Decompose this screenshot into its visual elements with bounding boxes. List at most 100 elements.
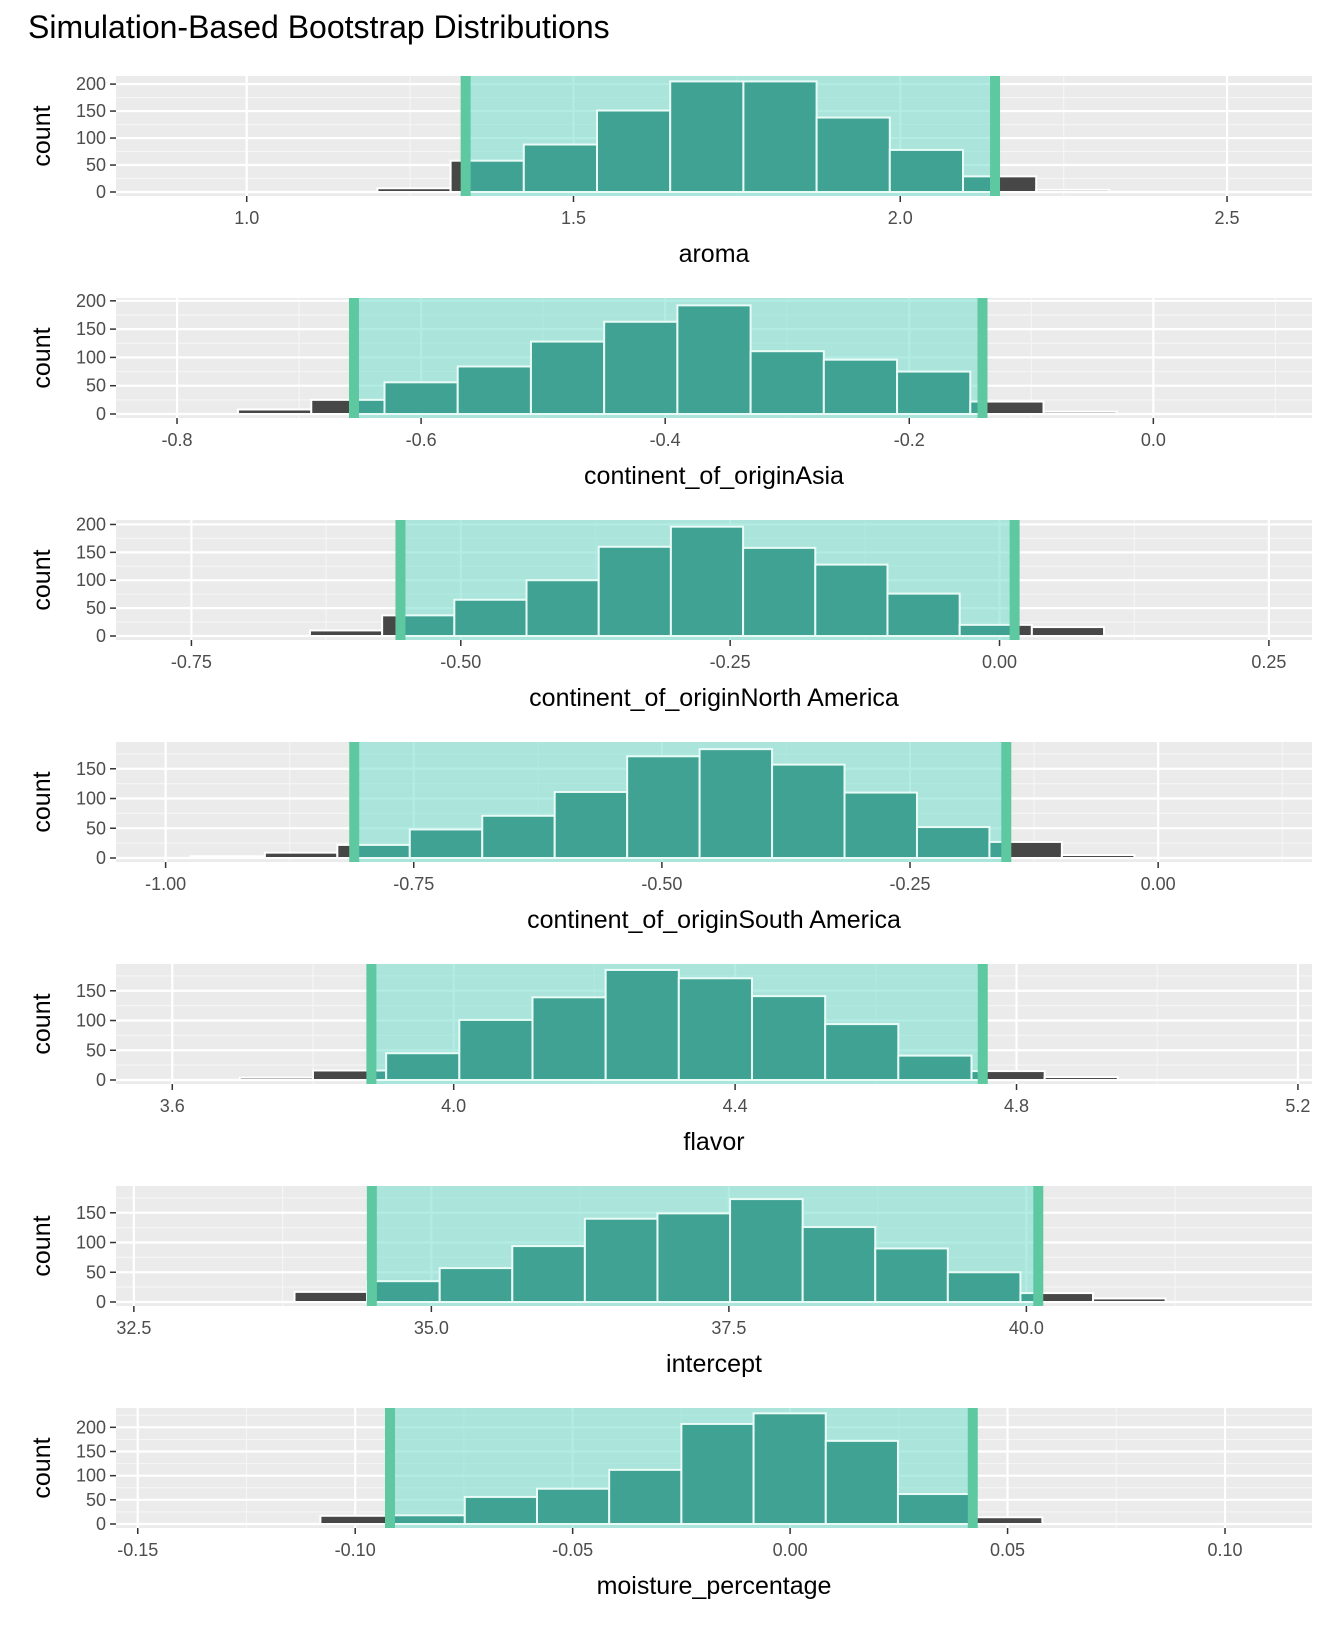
y-axis-title: count [28,327,56,388]
x-axis-title: flavor [683,1128,744,1156]
histogram-bar [238,1076,314,1081]
x-tick-label: -0.25 [890,874,931,894]
y-tick-label: 200 [76,514,106,534]
x-tick-label: -0.4 [650,430,681,450]
y-tick-label: 150 [76,319,106,339]
histogram-bar-in-ci [896,1493,972,1525]
histogram-bar-in-ci [603,320,679,415]
histogram-bar-in-ci [742,546,817,638]
histogram-bar [319,1514,394,1525]
histogram-bar-in-ci [456,365,532,415]
histogram-bar [308,629,384,638]
facet-panels: 0 50 100 150 200 1.0 1.5 2.0 2.5 aroma count 0 50 100… [28,74,1312,1600]
histogram-bar-in-ci [771,763,846,859]
histogram-bar-in-ci [438,1267,514,1303]
x-tick-label: 2.5 [1215,208,1240,228]
facet-panel-continent_of_originNorth America: 0 50 100 150 200 -0.75 -0.50 -0.25 0.00 0.25 conti… [28,514,1312,712]
y-tick-label: 50 [86,598,106,618]
histogram-bar-in-ci [822,358,899,415]
y-tick-label: 0 [96,182,106,202]
histogram-bar-in-ci [531,996,607,1081]
histogram-bar-in-ci [677,977,753,1081]
x-tick-label: 4.8 [1004,1096,1029,1116]
histogram-bar [1060,854,1136,859]
histogram-bar-in-ci [553,790,629,860]
x-tick-label: -0.15 [117,1540,158,1560]
histogram-bar-in-ci [749,350,825,416]
histogram-bar [376,187,452,193]
y-tick-label: 0 [96,1070,106,1090]
y-tick-label: 0 [96,404,106,424]
x-axis-title: intercept [666,1350,762,1378]
y-tick-label: 0 [96,1292,106,1312]
x-tick-label: 40.0 [1009,1318,1044,1338]
y-tick-label: 0 [96,848,106,868]
histogram-bar-in-ci [399,614,456,637]
y-axis-title: count [28,1215,56,1276]
x-tick-label: 3.6 [160,1096,185,1116]
x-tick-label: 1.5 [561,208,586,228]
histogram-bar [1035,188,1111,193]
facet-panel-aroma: 0 50 100 150 200 1.0 1.5 2.0 2.5 aroma count [28,74,1312,268]
x-tick-label: -1.00 [145,874,186,894]
histogram-bar [293,1290,369,1304]
histogram-bar-in-ci [608,1468,683,1526]
y-tick-label: 100 [76,347,106,367]
histogram-bar-in-ci [481,814,556,859]
y-tick-label: 0 [96,626,106,646]
x-tick-label: 0.05 [990,1540,1025,1560]
y-tick-label: 150 [76,1442,106,1462]
histogram-bar-in-ci [824,1023,900,1081]
y-tick-label: 50 [86,1040,106,1060]
histogram-bar-in-ci [353,843,411,860]
histogram-bar-in-ci [958,623,1016,637]
x-tick-label: -0.6 [406,430,437,450]
histogram-bar-in-ci [463,1495,538,1526]
histogram-bar [189,855,266,860]
histogram-bar-in-ci [525,579,600,638]
x-tick-label: -0.75 [171,652,212,672]
histogram-bar-in-ci [698,748,774,860]
histogram-bar-in-ci [752,1412,827,1525]
y-tick-label: 50 [86,376,106,396]
histogram-bar-in-ci [888,148,965,193]
y-tick-label: 100 [76,1233,106,1253]
x-tick-label: -0.50 [641,874,682,894]
x-tick-label: 4.4 [723,1096,748,1116]
x-tick-label: -0.2 [894,430,925,450]
x-tick-label: 32.5 [116,1318,151,1338]
histogram-bar-in-ci [815,116,891,193]
x-tick-label: 0.0 [1141,430,1166,450]
x-tick-label: -0.8 [162,430,193,450]
y-tick-label: 100 [76,1466,106,1486]
histogram-bar-in-ci [522,143,599,194]
histogram-bar-in-ci [370,1280,441,1303]
y-tick-label: 50 [86,1262,106,1282]
y-tick-label: 150 [76,981,106,1001]
x-axis-title: moisture_percentage [597,1572,832,1600]
histogram-bar-in-ci [511,1245,586,1303]
histogram-bar-in-ci [669,80,745,193]
histogram-bar [237,408,313,416]
x-axis-title: continent_of_originSouth America [527,906,901,934]
histogram-bar-in-ci [464,159,525,193]
y-axis-title: count [28,1437,56,1498]
x-tick-label: -0.75 [393,874,434,894]
histogram-bar-in-ci [897,1054,973,1081]
histogram-bar-in-ci [729,1198,804,1303]
histogram-bar-in-ci [676,304,752,416]
y-tick-label: 150 [76,1203,106,1223]
y-tick-label: 100 [76,128,106,148]
y-tick-label: 50 [86,1490,106,1510]
x-tick-label: -0.50 [440,652,481,672]
x-tick-label: 0.00 [773,1540,808,1560]
histogram-bar-in-ci [391,1514,466,1526]
facet-panel-moisture_percentage: 0 50 100 150 200 -0.15 -0.10 -0.05 0.00 0.05 0.10 m… [28,1408,1312,1600]
y-tick-label: 100 [76,570,106,590]
histogram-bar-in-ci [896,370,972,415]
x-tick-label: 0.10 [1207,1540,1242,1560]
histogram-bar-in-ci [843,791,918,859]
histogram-bar [1043,1076,1119,1081]
histogram-bar-in-ci [604,968,680,1082]
